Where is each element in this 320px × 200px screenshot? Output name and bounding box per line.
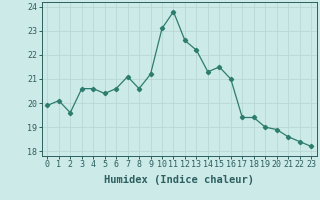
X-axis label: Humidex (Indice chaleur): Humidex (Indice chaleur) (104, 175, 254, 185)
